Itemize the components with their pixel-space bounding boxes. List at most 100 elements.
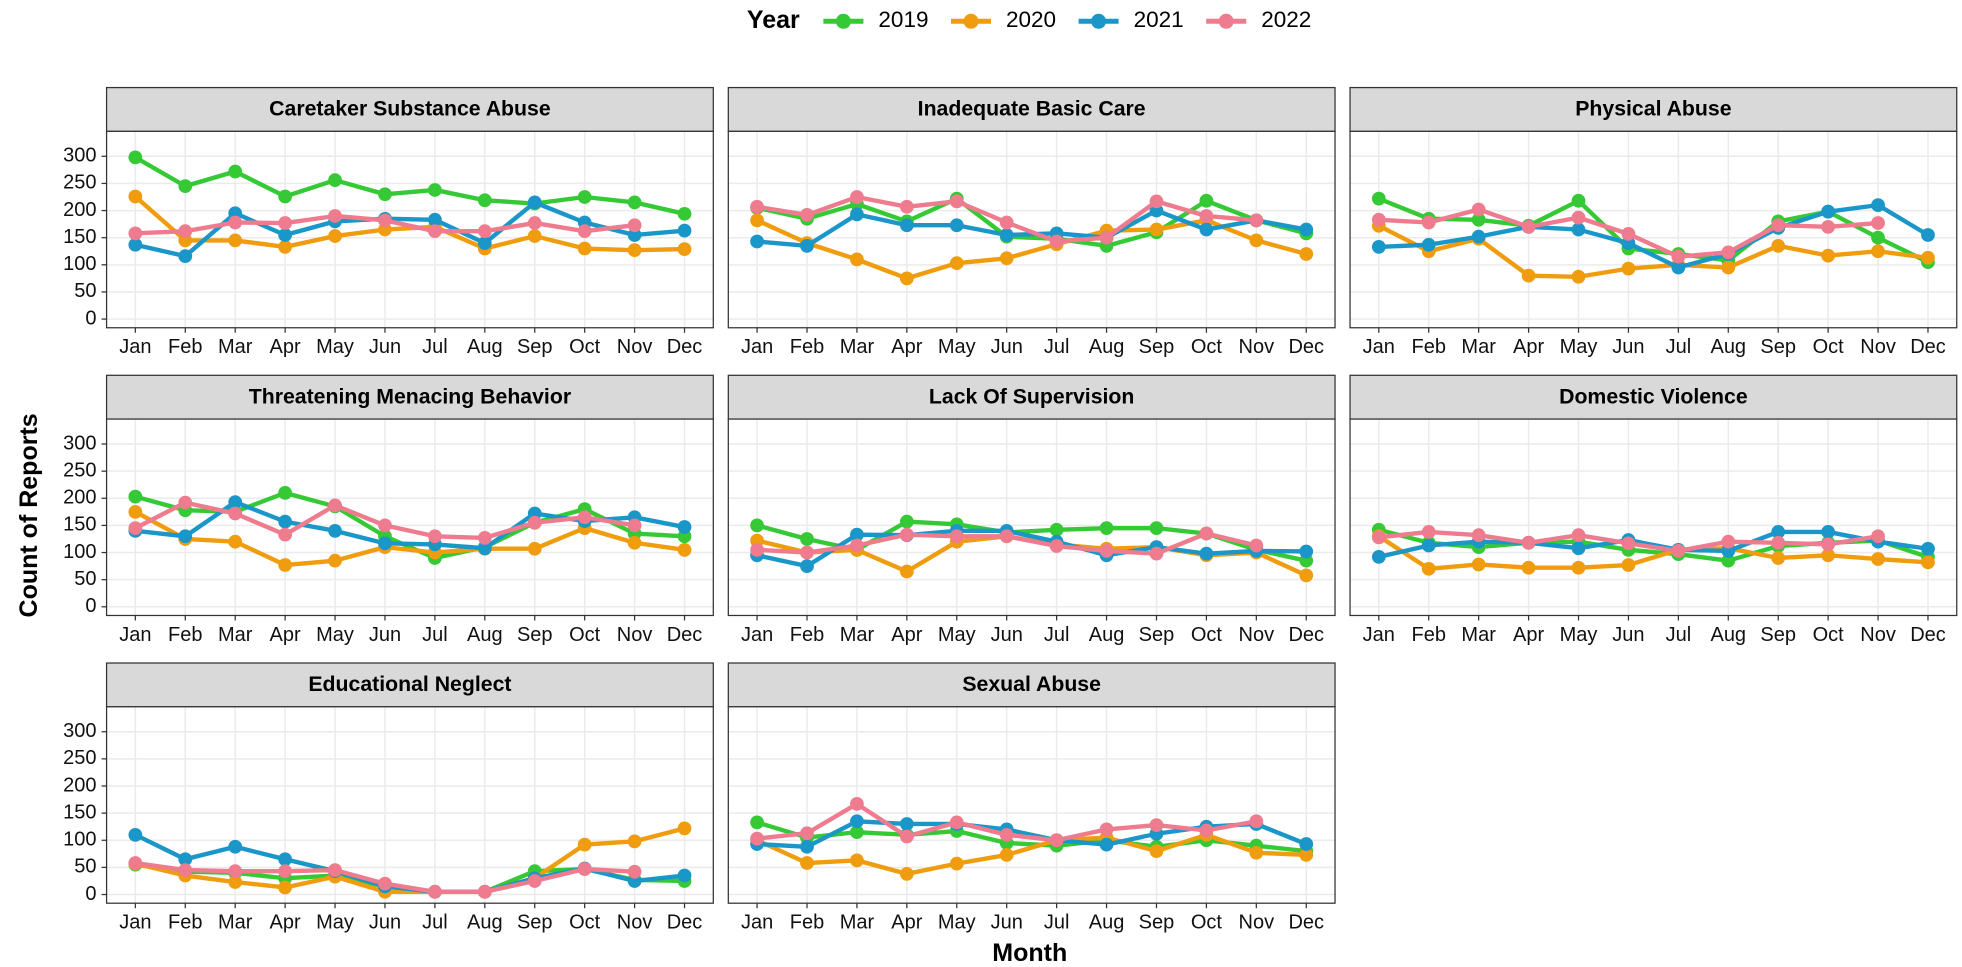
- panel-border: [105, 706, 714, 904]
- series-line: [1377, 196, 1929, 265]
- data-point: [1421, 561, 1436, 576]
- legend-marker: [1218, 13, 1234, 29]
- data-point: [627, 518, 642, 533]
- x-tick-label: May: [316, 911, 354, 933]
- series-line: [756, 832, 1307, 877]
- strip: [105, 374, 714, 420]
- data-point: [477, 224, 492, 239]
- series-line: [1377, 534, 1929, 572]
- x-tick-label: Sep: [517, 911, 553, 933]
- data-point: [278, 852, 292, 867]
- x-tick-label: Oct: [1191, 911, 1223, 933]
- x-tick-label: Apr: [270, 624, 301, 646]
- x-tick-label: Dec: [1910, 336, 1946, 358]
- data-point: [1421, 525, 1436, 539]
- data-point: [850, 190, 864, 204]
- data-point: [1571, 528, 1586, 543]
- x-tick-label: Oct: [569, 336, 601, 358]
- data-point: [1471, 528, 1486, 543]
- x-tick-label: Apr: [270, 911, 301, 933]
- data-point: [800, 238, 814, 253]
- data-point: [1921, 555, 1935, 570]
- data-point: [1821, 537, 1836, 552]
- data-point: [328, 229, 342, 243]
- data-point: [899, 817, 914, 831]
- data-point: [800, 208, 814, 222]
- x-tick-label: Dec: [1288, 336, 1324, 358]
- data-point: [677, 821, 692, 836]
- x-tick-label: Jan: [119, 336, 151, 358]
- data-point: [850, 252, 864, 267]
- data-point: [627, 243, 642, 258]
- data-point: [328, 553, 342, 568]
- series-line: [1377, 223, 1929, 279]
- data-point: [850, 527, 864, 542]
- data-point: [577, 862, 592, 876]
- data-point: [1199, 193, 1214, 208]
- data-point: [1299, 222, 1314, 237]
- data-point: [228, 864, 243, 879]
- data-point: [178, 249, 193, 264]
- x-tick-label: Jun: [369, 336, 401, 358]
- y-tick-label: 50: [74, 856, 96, 878]
- data-point: [1571, 193, 1586, 208]
- data-point: [527, 216, 542, 230]
- data-point: [527, 515, 542, 530]
- data-point: [1921, 250, 1935, 265]
- x-tick-label: Nov: [1239, 336, 1275, 358]
- y-tick-label: 150: [63, 226, 96, 248]
- data-point: [577, 241, 592, 256]
- y-tick-label: 100: [63, 829, 96, 851]
- data-point: [899, 867, 914, 881]
- data-point: [677, 223, 692, 238]
- x-tick-label: Aug: [467, 624, 503, 646]
- data-point: [128, 856, 143, 870]
- data-point: [1821, 219, 1836, 234]
- data-point: [378, 876, 392, 891]
- data-point: [1871, 198, 1885, 213]
- data-point: [627, 834, 642, 849]
- y-tick-label: 250: [63, 459, 96, 481]
- data-point: [228, 534, 243, 549]
- panel-border: [727, 418, 1336, 617]
- data-point: [228, 506, 243, 521]
- data-point: [1571, 541, 1586, 556]
- x-tick-label: Nov: [1860, 624, 1896, 646]
- x-tick-label: Feb: [790, 336, 824, 358]
- panel-border: [727, 706, 1336, 904]
- plot-area: [1350, 131, 1957, 328]
- x-tick-label: Jun: [991, 336, 1023, 358]
- panel-title: Sexual Abuse: [962, 672, 1101, 696]
- data-point: [850, 797, 864, 811]
- data-point: [1099, 822, 1114, 837]
- x-tick-label: Sep: [1139, 624, 1175, 646]
- data-point: [1521, 268, 1536, 283]
- x-tick-label: Jan: [741, 336, 773, 358]
- data-point: [1421, 538, 1436, 553]
- data-point: [627, 218, 642, 233]
- data-point: [1621, 536, 1636, 551]
- data-point: [178, 495, 193, 510]
- y-axis-label: Count of Reports: [15, 413, 43, 617]
- data-point: [800, 839, 814, 854]
- x-tick-label: Mar: [218, 336, 253, 358]
- y-tick-label: 200: [63, 487, 96, 509]
- plot-area: [1350, 419, 1957, 616]
- data-point: [1721, 534, 1736, 549]
- data-point: [1371, 212, 1386, 227]
- panel-title: Educational Neglect: [308, 672, 511, 696]
- data-point: [750, 518, 764, 533]
- data-point: [1821, 548, 1836, 563]
- panel-title: Physical Abuse: [1575, 97, 1731, 121]
- data-point: [1871, 230, 1885, 245]
- data-point: [428, 212, 442, 227]
- x-tick-label: Oct: [1813, 624, 1845, 646]
- x-tick-label: Apr: [1513, 624, 1544, 646]
- data-point: [1149, 222, 1164, 237]
- data-point: [128, 489, 143, 504]
- strip: [105, 86, 714, 132]
- data-point: [278, 240, 292, 254]
- legend-marker: [835, 13, 851, 29]
- x-tick-label: Dec: [667, 624, 703, 646]
